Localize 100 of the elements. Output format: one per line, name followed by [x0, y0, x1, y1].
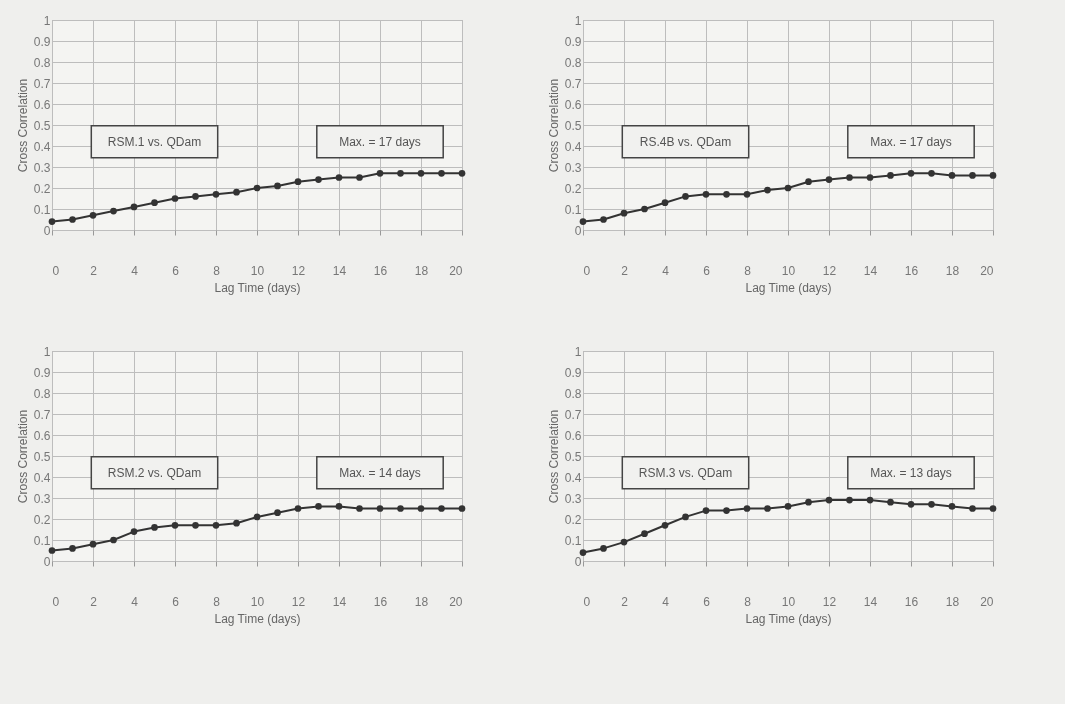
y-tick-label: 1: [43, 13, 51, 28]
x-tick-label: 18: [414, 594, 429, 609]
point: [171, 521, 179, 529]
point: [171, 195, 179, 202]
point: [620, 538, 628, 546]
x-tick-label: 12: [291, 263, 306, 278]
x-tick-label: 12: [822, 594, 837, 609]
point: [723, 190, 730, 198]
point: [764, 505, 771, 512]
x-tick-label: 16: [904, 594, 919, 609]
y-tick-label: 0.2: [33, 512, 51, 527]
point: [702, 507, 710, 514]
x-tick-label: 8: [744, 263, 752, 278]
point: [192, 193, 199, 200]
point: [376, 505, 384, 512]
point: [294, 178, 302, 186]
point: [600, 216, 607, 223]
y-tick-label: 0.8: [33, 55, 51, 70]
point: [89, 540, 97, 548]
point: [969, 172, 976, 179]
y-tick-label: 0.5: [564, 118, 582, 133]
y-tick-label: 0.7: [564, 76, 582, 91]
y-tick-label: 0.8: [33, 386, 51, 401]
y-tick-label: 0.7: [33, 407, 51, 422]
x-tick-label: 2: [90, 263, 98, 278]
x-tick-label: 10: [250, 263, 265, 278]
x-tick-label: 14: [332, 594, 347, 609]
y-tick-label: 0.3: [564, 491, 582, 506]
annotation: RS.4B vs. QDam: [639, 134, 732, 149]
point: [907, 169, 915, 177]
point: [212, 190, 220, 198]
y-tick-label: 0.4: [33, 139, 51, 154]
point: [192, 521, 199, 529]
x-tick-label: 14: [863, 263, 878, 278]
x-tick-label: 12: [291, 594, 306, 609]
point: [356, 174, 363, 181]
point: [69, 216, 76, 223]
point: [928, 500, 935, 508]
y-tick-label: 0: [574, 554, 582, 569]
point: [743, 190, 751, 198]
point: [376, 169, 384, 177]
point: [458, 169, 466, 177]
y-tick-label: 0: [574, 223, 582, 238]
x-tick-label: 18: [414, 263, 429, 278]
y-tick-label: 0.9: [564, 365, 582, 380]
point: [805, 498, 812, 506]
x-tick-label: 20: [449, 263, 463, 278]
point: [212, 521, 220, 529]
x-tick-label: 2: [621, 263, 629, 278]
x-tick-label: 16: [373, 594, 388, 609]
y-tick-label: 0.9: [33, 34, 51, 49]
point: [948, 172, 956, 179]
y-tick-label: 0: [43, 223, 51, 238]
y-axis-title: Cross Correlation: [15, 409, 30, 504]
point: [110, 207, 117, 215]
point: [784, 503, 792, 510]
annotation: Max. = 17 days: [870, 134, 952, 149]
x-tick-label: 14: [332, 263, 347, 278]
point: [989, 172, 997, 179]
x-tick-label: 4: [662, 594, 670, 609]
point: [579, 549, 587, 556]
x-tick-label: 10: [250, 594, 265, 609]
point: [887, 498, 894, 506]
point: [641, 205, 648, 213]
point: [233, 519, 240, 527]
point: [641, 530, 648, 538]
x-tick-label: 12: [822, 263, 837, 278]
x-tick-label: 18: [945, 594, 960, 609]
point: [866, 496, 874, 504]
point: [682, 513, 689, 521]
y-axis-title: Cross Correlation: [546, 409, 561, 504]
x-tick-label: 10: [781, 263, 796, 278]
point: [784, 184, 792, 192]
y-tick-label: 0.7: [564, 407, 582, 422]
x-axis-title: Lag Time (days): [745, 611, 832, 626]
point: [600, 545, 607, 552]
point: [661, 521, 669, 529]
point: [130, 528, 138, 535]
y-tick-label: 0.2: [564, 181, 582, 196]
y-tick-label: 1: [574, 13, 582, 28]
point: [356, 505, 363, 512]
point: [130, 203, 138, 211]
x-tick-label: 6: [703, 594, 711, 609]
y-tick-label: 0.4: [564, 470, 582, 485]
x-tick-label: 2: [90, 594, 98, 609]
x-axis-title: Lag Time (days): [745, 280, 832, 295]
y-tick-label: 0.1: [564, 533, 582, 548]
x-tick-label: 14: [863, 594, 878, 609]
x-tick-label: 16: [373, 263, 388, 278]
point: [907, 500, 915, 508]
point: [294, 505, 302, 512]
x-tick-label: 20: [980, 263, 994, 278]
y-tick-label: 0.7: [33, 76, 51, 91]
y-tick-label: 1: [574, 344, 582, 359]
point: [417, 169, 425, 177]
point: [682, 193, 689, 200]
x-tick-label: 6: [703, 263, 711, 278]
y-tick-label: 0.6: [564, 428, 582, 443]
y-tick-label: 0.5: [564, 449, 582, 464]
point: [335, 503, 343, 510]
